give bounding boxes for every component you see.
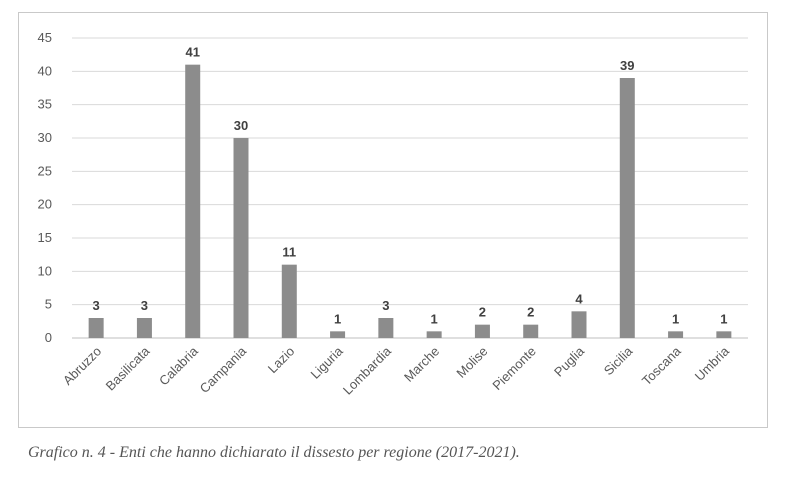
bar — [619, 78, 635, 338]
x-tick-label: Marche — [401, 344, 442, 385]
y-tick-label: 35 — [38, 97, 52, 112]
x-tick-label: Umbria — [692, 343, 733, 384]
bar — [378, 318, 394, 338]
bar — [716, 331, 732, 338]
y-tick-label: 40 — [38, 63, 52, 78]
data-label: 3 — [93, 298, 100, 313]
bar — [330, 331, 346, 338]
chart-frame — [18, 12, 768, 428]
y-tick-label: 5 — [45, 297, 52, 312]
x-tick-label: Campania — [197, 343, 250, 396]
bar — [426, 331, 442, 338]
y-tick-label: 25 — [38, 163, 52, 178]
bar — [571, 311, 587, 338]
bar-layer — [88, 64, 732, 339]
data-label: 30 — [234, 118, 248, 133]
data-label: 1 — [720, 311, 727, 326]
y-tick-label: 15 — [38, 230, 52, 245]
x-tick-label: Lazio — [265, 344, 298, 377]
bar-chart: 0510152025303540453Abruzzo3Basilicata41C… — [38, 30, 748, 398]
data-label: 3 — [141, 298, 148, 313]
data-label: 1 — [672, 311, 679, 326]
bar — [474, 324, 490, 338]
x-tick-label: Lombardia — [340, 343, 395, 398]
bar — [233, 138, 249, 338]
x-tick-label: Liguria — [307, 343, 346, 382]
data-label: 3 — [382, 298, 389, 313]
y-tick-label: 45 — [38, 30, 52, 45]
y-tick-label: 0 — [45, 330, 52, 345]
x-tick-label: Piemonte — [489, 344, 538, 393]
x-tick-label: Puglia — [551, 343, 588, 380]
x-tick-label: Sicilia — [601, 343, 636, 378]
x-tick-label: Molise — [453, 344, 490, 381]
y-tick-label: 30 — [38, 130, 52, 145]
x-tick-label: Basilicata — [103, 343, 153, 393]
bar — [523, 324, 539, 338]
data-label: 2 — [527, 305, 534, 320]
data-label: 1 — [431, 311, 438, 326]
bar — [281, 264, 297, 338]
data-label: 11 — [282, 245, 296, 260]
bar — [668, 331, 684, 338]
x-tick-label: Calabria — [156, 343, 201, 388]
data-label: 41 — [185, 45, 199, 60]
figure-caption: Grafico n. 4 - Enti che hanno dichiarato… — [28, 444, 520, 461]
grid-layer — [72, 37, 748, 339]
data-label: 4 — [575, 291, 583, 306]
data-label: 2 — [479, 305, 486, 320]
bar — [136, 318, 152, 338]
y-tick-label: 20 — [38, 197, 52, 212]
bar — [185, 64, 201, 339]
y-tick-label: 10 — [38, 263, 52, 278]
data-label: 1 — [334, 311, 341, 326]
x-tick-label: Abruzzo — [60, 344, 104, 388]
bar — [88, 318, 104, 338]
data-label: 39 — [620, 58, 634, 73]
x-tick-label: Toscana — [639, 343, 684, 388]
